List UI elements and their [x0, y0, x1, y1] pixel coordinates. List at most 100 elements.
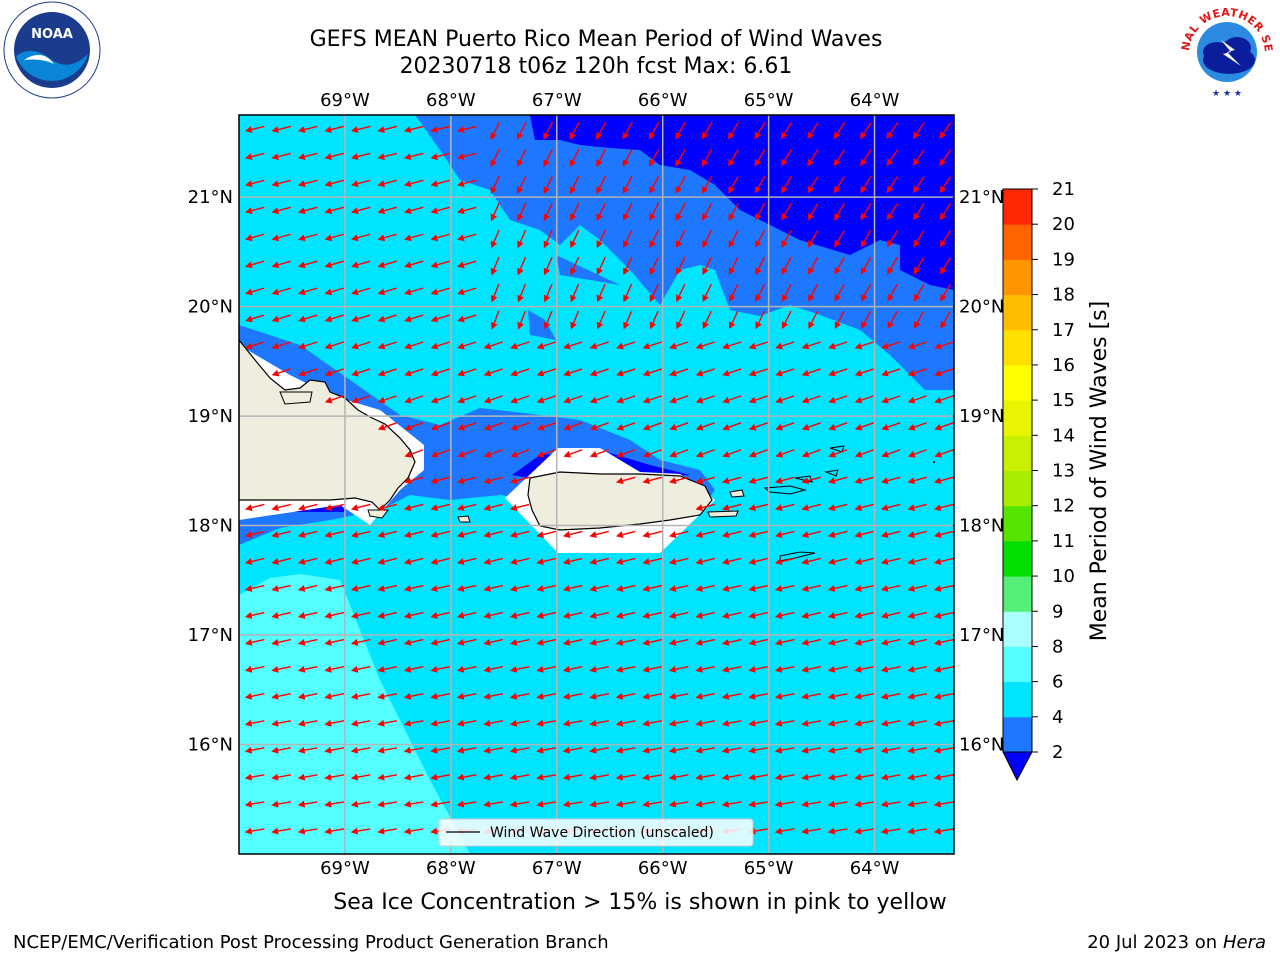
wave-direction-arrow: [828, 341, 848, 350]
wave-direction-arrow: [642, 449, 662, 458]
wave-direction-arrow: [543, 229, 553, 249]
wave-direction-arrow: [880, 773, 901, 781]
wave-direction-arrow: [827, 827, 848, 835]
wave-direction-arrow: [775, 341, 795, 350]
map-gridlines: [239, 115, 954, 854]
wave-direction-arrow: [509, 746, 530, 754]
wave-direction-arrow: [297, 584, 318, 592]
wave-direction-arrow: [721, 611, 742, 619]
lat-labels-right: 21°N 20°N 19°N 18°N 17°N 16°N: [959, 187, 1004, 755]
wave-direction-arrow: [456, 179, 477, 188]
wave-direction-arrow: [774, 746, 795, 754]
wave-direction-arrow: [880, 530, 901, 538]
wave-direction-arrow: [854, 719, 875, 727]
wave-direction-arrow: [907, 557, 927, 565]
wave-direction-arrow: [668, 611, 689, 619]
wave-direction-arrow: [907, 611, 927, 619]
wave-direction-arrow: [244, 719, 265, 727]
wave-direction-arrow: [271, 746, 292, 754]
wave-direction-arrow: [695, 773, 716, 781]
wave-direction-arrow: [536, 611, 556, 619]
colorbar-band: [1003, 189, 1032, 225]
wave-direction-arrow: [695, 692, 716, 700]
wave-direction-arrow: [721, 746, 742, 754]
wave-direction-arrow: [642, 746, 663, 754]
wave-direction-arrow: [350, 557, 371, 565]
wave-direction-arrow: [298, 341, 318, 350]
wave-direction-arrow: [271, 341, 291, 350]
wave-direction-arrow: [403, 584, 424, 592]
wave-direction-arrow: [649, 229, 660, 249]
wave-direction-arrow: [271, 584, 291, 592]
wave-direction-arrow: [668, 530, 689, 538]
wave-direction-arrow: [324, 287, 344, 296]
wave-direction-arrow: [854, 341, 874, 350]
wave-direction-arrow: [490, 175, 500, 195]
wave-direction-arrow: [245, 233, 265, 242]
wave-direction-arrow: [781, 310, 792, 330]
colorbar-band: [1003, 224, 1032, 260]
wave-direction-arrow: [509, 665, 530, 673]
wave-direction-arrow: [536, 638, 557, 646]
wave-direction-arrow: [562, 746, 583, 754]
wave-direction-arrow: [616, 368, 636, 377]
wave-direction-arrow: [403, 638, 424, 646]
wave-direction-arrow: [351, 287, 371, 296]
wave-direction-arrow: [755, 310, 765, 330]
wave-direction-arrow: [490, 310, 500, 330]
colorbar-tick-label: 15: [1052, 390, 1075, 411]
wave-direction-arrow: [350, 719, 371, 727]
wave-direction-arrow: [403, 206, 424, 215]
wave-direction-arrow: [483, 557, 503, 565]
wave-direction-arrow: [721, 800, 742, 808]
wave-direction-arrow: [244, 152, 265, 160]
wave-direction-arrow: [271, 152, 291, 160]
wave-direction-arrow: [748, 368, 768, 377]
wave-direction-arrow: [377, 692, 398, 700]
wave-direction-arrow: [801, 422, 821, 431]
colorbar-tick-label: 12: [1052, 496, 1075, 517]
wave-direction-arrow: [615, 638, 636, 646]
wave-direction-arrow: [589, 719, 610, 727]
wave-direction-arrow: [886, 203, 899, 221]
wave-direction-arrow: [403, 611, 424, 619]
wave-direction-arrow: [403, 665, 424, 673]
wave-direction-arrow: [297, 746, 318, 754]
wave-direction-arrow: [324, 503, 344, 511]
wave-direction-arrow: [774, 530, 795, 538]
wave-direction-arrow: [596, 202, 606, 222]
wave-direction-arrow: [297, 665, 318, 673]
wave-direction-arrow: [933, 476, 954, 485]
wave-direction-arrow: [245, 341, 265, 350]
nws-logo: NATIONAL WEATHER SERVICE ★ ★ ★: [1177, 0, 1275, 99]
wave-direction-arrow: [854, 557, 874, 565]
wave-direction-arrow: [622, 121, 633, 140]
wave-direction-arrow: [721, 557, 742, 565]
wave-direction-arrow: [377, 395, 397, 404]
wave-direction-arrow: [589, 530, 609, 538]
wave-direction-arrow: [570, 229, 580, 249]
wave-direction-arrow: [880, 584, 901, 592]
wave-direction-arrow: [244, 638, 265, 646]
wave-direction-arrow: [430, 584, 450, 592]
wave-direction-arrow: [695, 665, 716, 673]
wave-direction-arrow: [827, 503, 848, 511]
wave-direction-arrow: [377, 584, 397, 592]
wave-direction-arrow: [748, 692, 769, 700]
wave-direction-arrow: [913, 230, 925, 248]
wave-direction-arrow: [881, 449, 901, 458]
wave-direction-arrow: [351, 395, 371, 404]
wave-direction-arrow: [510, 395, 530, 404]
colorbar-tick-label: 11: [1052, 531, 1075, 552]
wave-direction-arrow: [562, 557, 583, 565]
wave-direction-arrow: [350, 665, 371, 673]
wave-direction-arrow: [781, 203, 792, 221]
wave-direction-arrow: [728, 256, 739, 276]
wave-direction-arrow: [907, 800, 928, 808]
wave-direction-arrow: [562, 530, 583, 538]
wave-direction-arrow: [350, 179, 371, 188]
wave-direction-arrow: [880, 827, 901, 835]
colorbar-tick-label: 14: [1052, 425, 1075, 446]
wave-direction-arrow: [913, 203, 925, 221]
wave-direction-arrow: [403, 746, 424, 754]
